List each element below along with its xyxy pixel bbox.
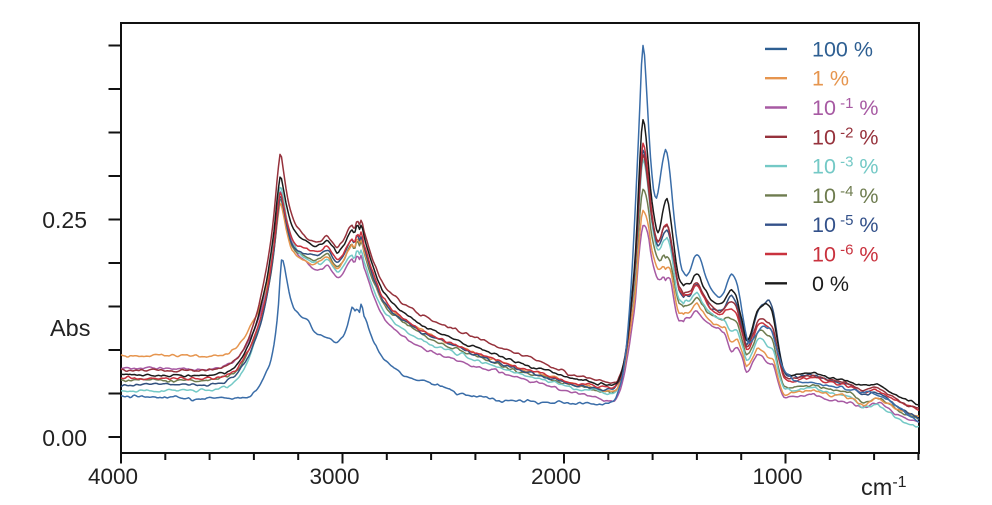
svg-text:0 %: 0 % xyxy=(812,272,849,296)
svg-text:0.25: 0.25 xyxy=(42,207,87,233)
svg-text:10 -6 %: 10 -6 % xyxy=(812,242,879,267)
svg-text:2000: 2000 xyxy=(531,464,581,489)
svg-text:1 %: 1 % xyxy=(812,67,849,91)
svg-text:10 -5 %: 10 -5 % xyxy=(812,212,879,237)
svg-text:10 -1 %: 10 -1 % xyxy=(812,95,879,120)
svg-text:3000: 3000 xyxy=(309,464,359,489)
svg-text:0.00: 0.00 xyxy=(42,425,87,451)
svg-text:100 %: 100 % xyxy=(812,37,873,61)
svg-text:Abs: Abs xyxy=(50,315,91,341)
svg-text:4000: 4000 xyxy=(88,464,138,489)
svg-text:1000: 1000 xyxy=(752,464,802,489)
